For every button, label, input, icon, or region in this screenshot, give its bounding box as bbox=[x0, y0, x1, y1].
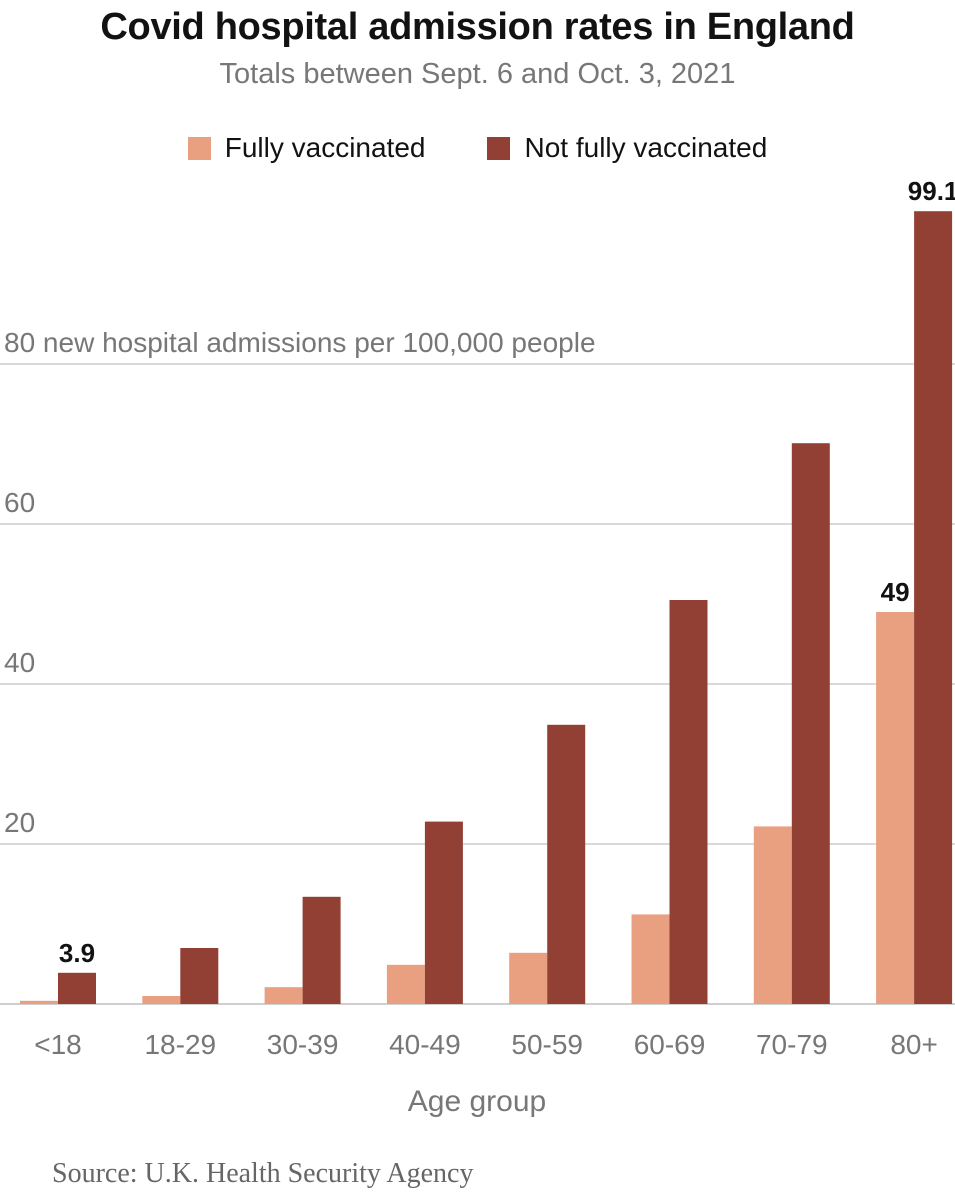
x-axis-title: Age group bbox=[408, 1085, 546, 1118]
legend-item-not-fully-vaccinated: Not fully vaccinated bbox=[487, 132, 767, 164]
y-axis-unit-label: 80 new hospital admissions per 100,000 p… bbox=[4, 327, 596, 358]
bar-fully-vaccinated-1 bbox=[142, 996, 181, 1004]
bar-chart: 20 40 60 80 new hospital admissions per 100… bbox=[0, 176, 955, 1118]
legend-swatch-fully-vaccinated bbox=[187, 136, 211, 160]
bar-fully-vaccinated-6 bbox=[753, 826, 792, 1004]
x-tick-label-5: 60-69 bbox=[634, 1029, 706, 1060]
x-tick-label-3: 40-49 bbox=[389, 1029, 461, 1060]
chart-title: Covid hospital admission rates in Englan… bbox=[100, 6, 855, 48]
bar-not-fully-vaccinated-5 bbox=[669, 600, 708, 1004]
bar-not-fully-vaccinated-7 bbox=[914, 211, 953, 1004]
bar-not-fully-vaccinated-2 bbox=[302, 896, 341, 1004]
bar-not-fully-vaccinated-1 bbox=[180, 948, 219, 1004]
bar-fully-vaccinated-0 bbox=[20, 1000, 58, 1004]
y-tick-label-20: 20 bbox=[4, 807, 35, 838]
bar-not-fully-vaccinated-0 bbox=[58, 972, 96, 1004]
legend-label-fully-vaccinated: Fully vaccinated bbox=[224, 132, 426, 163]
legend-label-not-fully-vaccinated: Not fully vaccinated bbox=[524, 132, 768, 163]
bar-fully-vaccinated-5 bbox=[631, 914, 670, 1004]
x-tick-label-6: 70-79 bbox=[756, 1029, 828, 1060]
bar-fully-vaccinated-3 bbox=[386, 964, 425, 1004]
bar-not-fully-vaccinated-4 bbox=[547, 724, 586, 1004]
bar-fully-vaccinated-2 bbox=[264, 987, 303, 1004]
x-tick-label-4: 50-59 bbox=[511, 1029, 583, 1060]
data-label-not-fully-vaccinated-7: 99.1 bbox=[908, 176, 955, 206]
source-note: Source: U.K. Health Security Agency bbox=[52, 1158, 474, 1189]
bar-fully-vaccinated-4 bbox=[509, 952, 548, 1004]
legend-item-fully-vaccinated: Fully vaccinated bbox=[187, 132, 426, 164]
bar-fully-vaccinated-7 bbox=[876, 612, 915, 1004]
legend-swatch-not-fully-vaccinated bbox=[487, 136, 511, 160]
x-tick-label-0: <18 bbox=[34, 1029, 82, 1060]
bar-not-fully-vaccinated-3 bbox=[424, 821, 463, 1004]
y-tick-label-40: 40 bbox=[4, 647, 35, 678]
legend: Fully vaccinated Not fully vaccinated bbox=[0, 132, 955, 164]
data-label-not-fully-vaccinated-0: 3.9 bbox=[59, 938, 95, 968]
x-tick-label-2: 30-39 bbox=[267, 1029, 339, 1060]
x-tick-label-1: 18-29 bbox=[144, 1029, 216, 1060]
x-tick-label-7: 80+ bbox=[890, 1029, 938, 1060]
data-label-fully-vaccinated-7: 49 bbox=[881, 577, 910, 607]
y-tick-label-60: 60 bbox=[4, 487, 35, 518]
chart-subtitle: Totals between Sept. 6 and Oct. 3, 2021 bbox=[219, 58, 736, 90]
bar-not-fully-vaccinated-6 bbox=[791, 443, 830, 1004]
